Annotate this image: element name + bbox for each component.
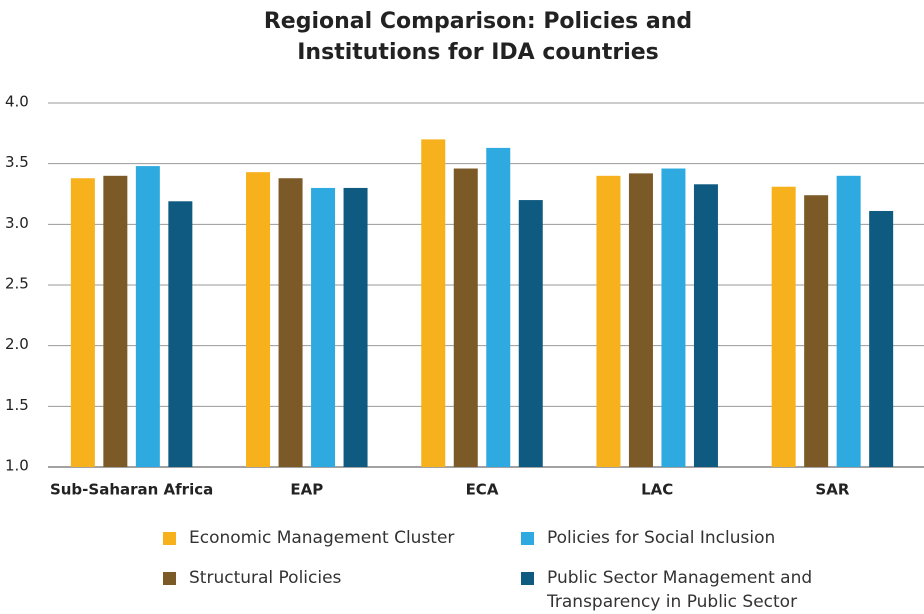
bar [278, 178, 303, 467]
legend-label: Structural Policies [189, 568, 342, 588]
x-tick-label: ECA [466, 481, 499, 499]
bar [771, 186, 796, 467]
bar [596, 175, 621, 468]
bar [869, 210, 894, 467]
y-tick-label: 1.0 [5, 457, 29, 475]
bar [103, 175, 128, 468]
legend-item: Economic Management Cluster [163, 526, 509, 550]
x-tick-label: Sub-Saharan Africa [50, 481, 213, 499]
bar [486, 147, 511, 468]
legend-swatch [163, 532, 176, 545]
bar [804, 195, 829, 468]
chart-title: Regional Comparison: Policies and Instit… [263, 9, 693, 65]
bar [168, 201, 193, 467]
y-tick-label: 3.5 [5, 153, 29, 171]
chart: 1.0 1.5 2.0 2.5 3.0 3.5 4.0 Sub-Saharan Africa E… [5, 93, 924, 499]
y-tick-label: 4.0 [5, 93, 29, 111]
bar [421, 139, 446, 467]
legend-swatch [521, 572, 534, 585]
y-tick-label: 2.0 [5, 335, 29, 353]
y-tick-label: 2.5 [5, 275, 29, 293]
y-tick-label: 3.0 [5, 214, 29, 232]
bar [628, 173, 653, 467]
bar [311, 187, 336, 467]
legend-label: Policies for Social Inclusion [547, 528, 776, 548]
legend-swatch [521, 532, 534, 545]
legend: Economic Management Cluster Structural Po… [163, 526, 863, 614]
y-tick-label: 1.5 [5, 396, 29, 414]
bar [693, 184, 718, 467]
legend-label: Public Sector Management and Transparenc… [547, 568, 813, 612]
bar [518, 200, 543, 468]
legend-item: Policies for Social Inclusion [521, 526, 847, 550]
bar [70, 178, 95, 467]
x-tick-label: LAC [641, 481, 673, 499]
bar [246, 172, 271, 467]
bar [343, 187, 368, 467]
bar [453, 168, 478, 467]
x-tick-label: EAP [290, 481, 323, 499]
legend-swatch [163, 572, 176, 585]
legend-item: Public Sector Management and Transparenc… [521, 566, 847, 614]
bar [135, 166, 160, 468]
x-tick-label: SAR [815, 481, 849, 499]
bar [661, 168, 686, 467]
bar [836, 175, 861, 468]
legend-label: Economic Management Cluster [189, 528, 455, 548]
legend-item: Structural Policies [163, 566, 509, 590]
